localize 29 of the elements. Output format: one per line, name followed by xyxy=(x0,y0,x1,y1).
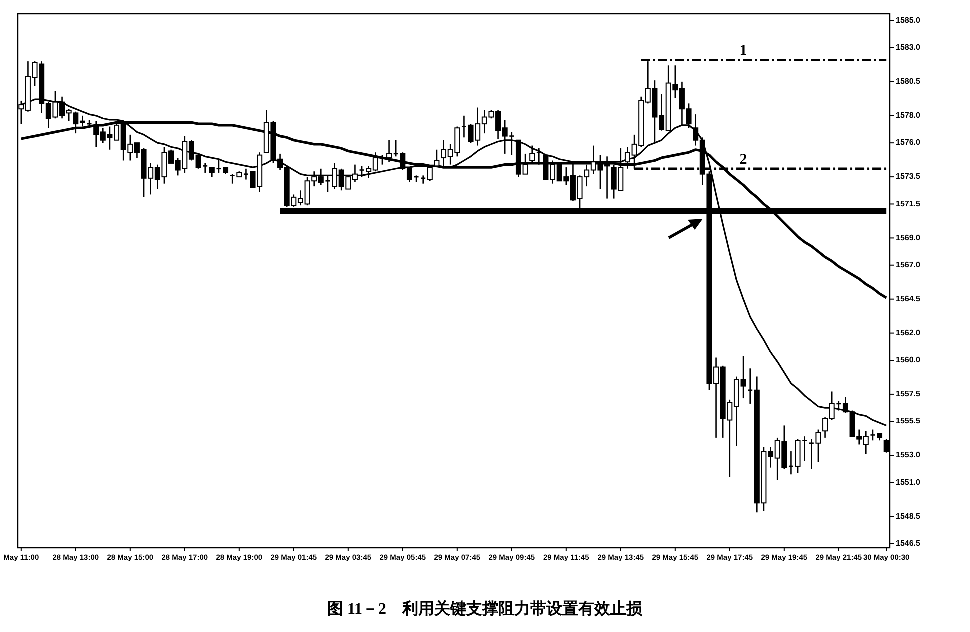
y-tick-label: 1551.0 xyxy=(896,478,922,487)
y-tick-label: 1578.0 xyxy=(896,111,922,120)
y-tick-label: 1560.0 xyxy=(896,356,922,365)
y-tick-label: 1585.0 xyxy=(896,16,922,25)
y-tick-label: 1562.0 xyxy=(896,328,922,338)
candlestick xyxy=(427,166,433,182)
candlestick xyxy=(434,149,440,168)
y-tick-label: 1564.5 xyxy=(896,294,922,304)
y-tick-label: 1548.5 xyxy=(896,512,922,521)
y-tick-label: 1553.0 xyxy=(896,450,922,460)
candlestick xyxy=(870,429,876,442)
text: 图 11－2 利用关键支撑阻力带设置有效止损 xyxy=(327,600,644,618)
series-label: 2 xyxy=(740,152,748,168)
y-tick-label: 1583.0 xyxy=(896,43,922,52)
series-label: 1 xyxy=(740,43,748,60)
y-tick-label: 1546.5 xyxy=(896,539,922,548)
y-tick-label: 1567.0 xyxy=(896,260,922,270)
candlestick xyxy=(747,368,754,405)
y-tick-label: 1573.5 xyxy=(896,172,922,182)
y-tick-label: 1557.5 xyxy=(896,390,922,399)
y-tick-label: 1555.5 xyxy=(896,416,922,426)
candlestick xyxy=(461,115,468,138)
y-tick-label: 1576.0 xyxy=(896,138,922,148)
y-tick-label: 1569.0 xyxy=(896,233,922,242)
y-tick-label: 1571.5 xyxy=(896,199,922,208)
candlestick xyxy=(386,140,392,163)
y-tick-label: 1580.5 xyxy=(896,77,922,86)
candlestick xyxy=(530,145,536,163)
candlestick xyxy=(243,168,250,180)
